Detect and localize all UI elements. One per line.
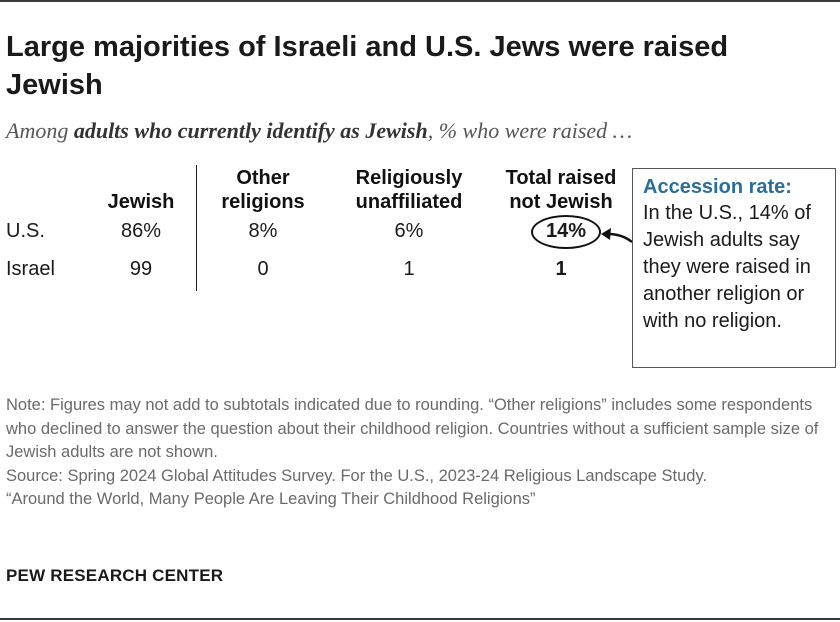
col-header-line1: Religiously bbox=[355, 167, 463, 189]
callout-arrow-icon bbox=[601, 228, 633, 243]
row-label-israel: Israel bbox=[6, 258, 55, 280]
notes: Note: Figures may not add to subtotals i… bbox=[6, 394, 836, 512]
col-header-line2: not Jewish bbox=[509, 191, 613, 213]
subtitle-pre: Among bbox=[6, 118, 74, 143]
subtitle-bold: adults who currently identify as Jewish bbox=[73, 118, 428, 143]
cell-israel-jewish: 99 bbox=[129, 258, 153, 280]
cell-israel-other-religions: 0 bbox=[257, 258, 269, 280]
brand-logo-text: PEW RESEARCH CENTER bbox=[6, 566, 224, 585]
source-text: Source: Spring 2024 Global Attitudes Sur… bbox=[6, 466, 708, 485]
column-divider bbox=[196, 165, 197, 291]
bottom-rule bbox=[0, 618, 840, 620]
cell-israel-unaffiliated: 1 bbox=[403, 258, 415, 280]
col-header-line1 bbox=[98, 166, 184, 190]
callout-title: Accession rate: bbox=[643, 176, 792, 198]
note-text: Note: Figures may not add to subtotals i… bbox=[6, 396, 819, 461]
col-header-line2: religions bbox=[221, 191, 305, 213]
col-header-jewish: Jewish bbox=[98, 166, 184, 214]
col-header-line2: unaffiliated bbox=[355, 191, 463, 213]
report-title-text: “Around the World, Many People Are Leavi… bbox=[6, 490, 536, 508]
col-header-other-religions: Other religions bbox=[200, 166, 326, 214]
chart-title: Large majorities of Israeli and U.S. Jew… bbox=[6, 31, 729, 101]
cell-israel-total-not-jewish: 1 bbox=[555, 258, 567, 280]
col-header-line1: Other bbox=[236, 167, 290, 189]
col-header-line2: Jewish bbox=[107, 191, 175, 213]
cell-us-unaffiliated: 6% bbox=[394, 220, 424, 242]
chart-subtitle: Among adults who currently identify as J… bbox=[6, 118, 836, 144]
col-header-total-raised-not-jewish: Total raised not Jewish bbox=[490, 166, 632, 214]
cell-us-jewish: 86% bbox=[120, 220, 162, 242]
highlight-circle bbox=[531, 215, 601, 249]
callout-body: In the U.S., 14% of Jewish adults say th… bbox=[643, 202, 811, 332]
subtitle-post: , % who were raised … bbox=[427, 118, 633, 143]
col-header-line1: Total raised bbox=[505, 167, 617, 189]
top-rule bbox=[0, 0, 840, 2]
callout-box: Accession rate: In the U.S., 14% of Jewi… bbox=[632, 168, 836, 368]
row-label-us: U.S. bbox=[6, 220, 45, 242]
cell-us-other-religions: 8% bbox=[248, 220, 278, 242]
col-header-religiously-unaffiliated: Religiously unaffiliated bbox=[336, 166, 482, 214]
